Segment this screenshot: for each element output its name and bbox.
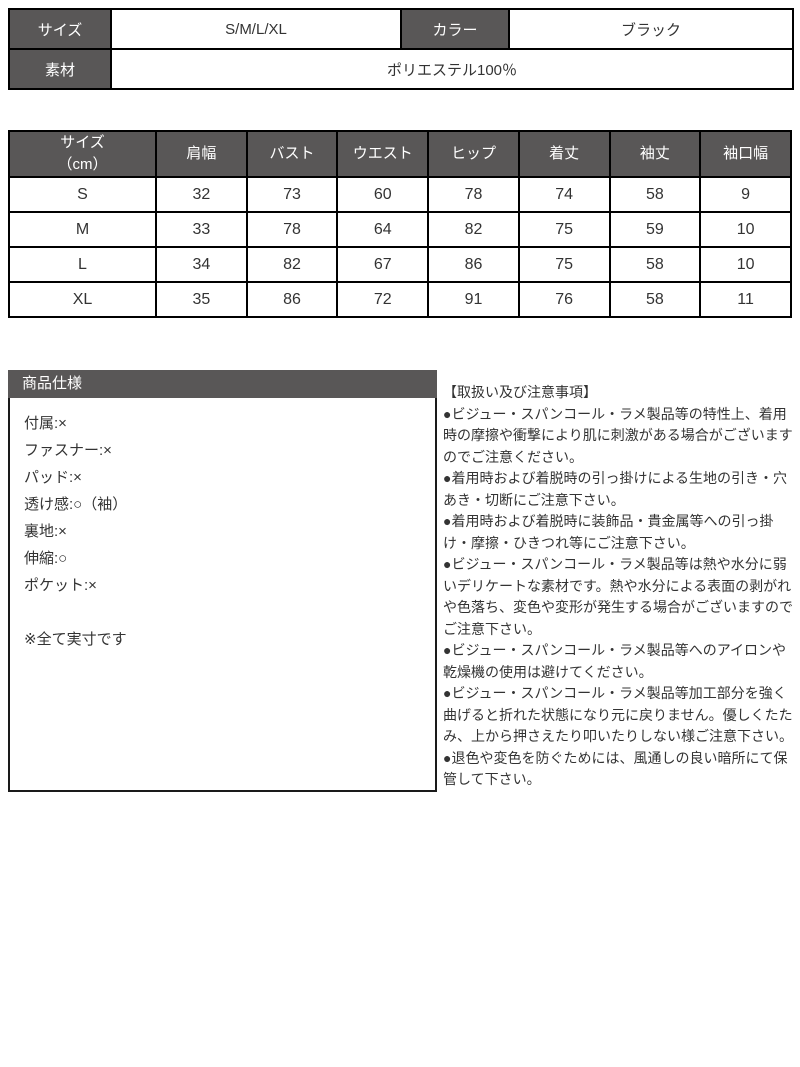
size-chart-cell: 10 [699,246,792,283]
size-chart-cell: 10 [699,211,792,248]
info-material-value: ポリエステル100％ [110,48,794,90]
size-chart-cell: 34 [155,246,248,283]
size-chart-cell: 78 [427,176,520,213]
spec-box-body: 付属:× ファスナー:× パッド:× 透け感:○（袖） 裏地:× 伸縮:○ ポケ… [8,398,437,792]
spec-item: ポケット:× [24,577,97,594]
size-chart-cell: 82 [427,211,520,248]
spec-item: 裏地:× [24,523,67,540]
spec-item: 透け感:○（袖） [24,496,128,513]
size-chart-header-sleeve: 袖丈 [608,130,702,178]
info-row-size-color: サイズ S/M/L/XL カラー ブラック [8,8,794,50]
size-chart-cell: 32 [155,176,248,213]
size-chart-row-l: L 34 82 67 86 75 58 10 [8,246,792,283]
info-row-material: 素材 ポリエステル100％ [8,48,794,90]
size-chart-header-cuff: 袖口幅 [699,130,792,178]
size-chart-cell: 86 [245,281,339,318]
size-chart-cell: 73 [245,176,339,213]
spec-item: 伸縮:○ [24,550,68,567]
spec-note: ※全て実寸です [24,631,127,648]
size-chart-cell: 78 [245,211,339,248]
size-chart-cell: 82 [245,246,339,283]
spec-item: 付属:× [24,415,67,432]
size-chart-cell: 9 [699,176,792,213]
precautions-title: 【取扱い及び注意事項】 [443,384,597,400]
size-chart-cell: 58 [608,246,702,283]
precaution-item: ●ビジュー・スパンコール・ラメ製品等へのアイロンや乾燥機の使用は避けてください。 [443,642,787,680]
size-chart-header-shoulder: 肩幅 [155,130,248,178]
precaution-item: ●ビジュー・スパンコール・ラメ製品等は熱や水分に弱いデリケートな素材です。熱や水… [443,556,793,637]
size-chart-cell: 91 [427,281,520,318]
size-chart-cell: 74 [517,176,611,213]
precaution-item: ●ビジュー・スパンコール・ラメ製品等加工部分を強く曲げると折れた状態になり元に戻… [443,685,793,744]
size-chart-size-cell: L [8,246,157,283]
size-chart-header-length: 着丈 [517,130,611,178]
size-chart-cell: 67 [336,246,430,283]
size-chart-header-waist: ウエスト [336,130,430,178]
spec-box-title: 商品仕様 [8,370,437,398]
size-chart-size-cell: S [8,176,157,213]
size-chart-cell: 59 [608,211,702,248]
info-color-label: カラー [400,8,510,50]
precaution-item: ●着用時および着脱時に装飾品・貴金属等への引っ掛け・摩擦・ひきつれ等にご注意下さ… [443,513,774,551]
size-chart-cell: 75 [517,211,611,248]
size-chart-cell: 64 [336,211,430,248]
spec-item: パッド:× [24,469,82,486]
size-chart-header-hip: ヒップ [427,130,520,178]
size-chart-cell: 58 [608,176,702,213]
spec-item: ファスナー:× [24,442,112,459]
size-chart-cell: 60 [336,176,430,213]
size-chart-row-s: S 32 73 60 78 74 58 9 [8,176,792,213]
size-chart-header-size: サイズ （cm） [8,130,157,178]
size-chart-cell: 58 [608,281,702,318]
info-size-value: S/M/L/XL [110,8,402,50]
info-size-label: サイズ [8,8,112,50]
precaution-item: ●着用時および着脱時の引っ掛けによる生地の引き・穴あき・切断にご注意下さい。 [443,470,788,508]
size-chart-table: サイズ （cm） 肩幅 バスト ウエスト ヒップ 着丈 袖丈 袖口幅 S 32 … [8,130,792,318]
size-chart-cell: 11 [699,281,792,318]
size-chart-cell: 33 [155,211,248,248]
size-chart-cell: 35 [155,281,248,318]
precaution-item: ●ビジュー・スパンコール・ラメ製品等の特性上、着用時の摩擦や衝撃により肌に刺激が… [443,405,793,465]
size-chart-cell: 75 [517,246,611,283]
size-chart-header-row: サイズ （cm） 肩幅 バスト ウエスト ヒップ 着丈 袖丈 袖口幅 [8,130,792,178]
info-color-value: ブラック [508,8,794,50]
size-chart-cell: 76 [517,281,611,318]
product-info-table: サイズ S/M/L/XL カラー ブラック 素材 ポリエステル100％ [8,8,794,90]
size-chart-size-cell: M [8,211,157,248]
product-spec-box: 商品仕様 付属:× ファスナー:× パッド:× 透け感:○（袖） 裏地:× 伸縮… [8,370,437,792]
size-chart-cell: 72 [336,281,430,318]
precaution-item: ●退色や変色を防ぐためには、風通しの良い暗所にて保管して下さい。 [443,749,788,788]
precautions: 【取扱い及び注意事項】 ●ビジュー・スパンコール・ラメ製品等の特性上、着用時の摩… [443,382,797,791]
size-chart-header-bust: バスト [245,130,339,178]
size-chart-row-xl: XL 35 86 72 91 76 58 11 [8,281,792,318]
size-chart-size-cell: XL [8,281,157,318]
size-chart-row-m: M 33 78 64 82 75 59 10 [8,211,792,248]
size-chart-cell: 86 [427,246,520,283]
info-material-label: 素材 [8,48,112,90]
